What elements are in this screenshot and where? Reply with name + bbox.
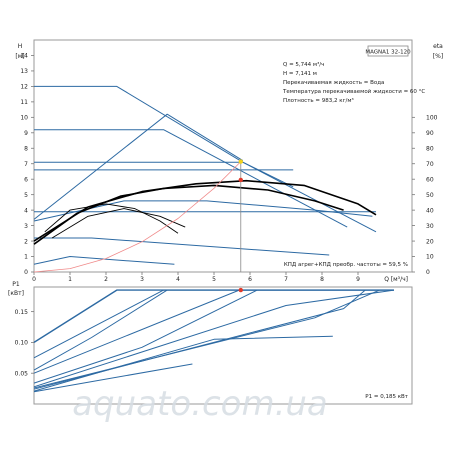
y2-tick-label: 50 [426, 192, 434, 199]
head-curve-8 [33, 256, 175, 265]
y2-tick-label: 10 [426, 254, 434, 261]
y-tick-label: 1 [24, 254, 28, 261]
power-curve-8 [33, 335, 333, 392]
power-curve-5 [33, 289, 380, 389]
duty-point-marker-2 [238, 177, 243, 183]
y-axis-label-h: H [18, 43, 23, 50]
power-note: P1 = 0,185 кВт [365, 394, 409, 400]
x-tick-label: 4 [176, 276, 180, 283]
y2-tick-label: 20 [426, 238, 434, 245]
head-curve-6 [33, 113, 244, 220]
y2-axis-unit-percent: [%] [433, 53, 443, 60]
y-tick-label: 13 [20, 68, 28, 75]
x-tick-label: 7 [284, 276, 288, 283]
mark-layer [238, 159, 243, 293]
info-line-2: H = 7,141 м [283, 71, 317, 77]
power-y-tick-label: 0.05 [15, 370, 29, 377]
y2-tick-label: 80 [426, 145, 434, 152]
y-tick-label: 7 [24, 161, 28, 168]
power-duty-marker-1 [238, 287, 243, 293]
x-axis-label: Q [м³/ч] [384, 276, 408, 283]
curve-layer [33, 85, 395, 393]
y-tick-label: 10 [20, 115, 28, 122]
y2-tick-label: 40 [426, 207, 434, 214]
y-tick-label: 0 [24, 269, 28, 276]
x-tick-label: 3 [140, 276, 144, 283]
y2-tick-label: 100 [426, 115, 438, 122]
x-tick-label: 2 [104, 276, 108, 283]
head-curve-9 [33, 200, 373, 222]
system-curve-14 [33, 161, 242, 273]
efficiency-curve-13 [51, 208, 186, 239]
plot-frames [31, 39, 415, 405]
text-layer: H[м]eta[%]012345678910111213140102030405… [8, 43, 443, 424]
power-curve-9 [33, 363, 193, 393]
power-curve-10 [33, 289, 168, 371]
efficiency-curve-12 [44, 203, 179, 234]
power-axis-unit: [кВт] [8, 290, 24, 297]
y2-tick-label: 0 [426, 269, 430, 276]
x-tick-label: 1 [68, 276, 72, 283]
info-line-5: Плотность = 983,2 кг/м³ [283, 97, 354, 104]
y-tick-label: 12 [20, 84, 28, 91]
info-line-1: Q = 5,744 м³/ч [283, 61, 324, 68]
y2-axis-label-eta: eta [433, 43, 443, 50]
head-curve-3 [34, 161, 294, 188]
y2-tick-label: 70 [426, 161, 434, 168]
y-tick-label: 8 [24, 145, 28, 152]
head-plot-frame [33, 39, 413, 273]
x-tick-label: 5 [212, 276, 216, 283]
y2-tick-label: 30 [426, 223, 434, 230]
y-tick-label: 6 [24, 176, 28, 183]
y-tick-label: 2 [24, 238, 28, 245]
y-tick-label: 5 [24, 192, 28, 199]
power-curve-4 [33, 289, 395, 388]
power-curve-7 [33, 289, 258, 384]
y2-tick-label: 90 [426, 130, 434, 137]
y-tick-label: 4 [24, 207, 28, 214]
y-tick-label: 3 [24, 223, 28, 230]
y2-tick-label: 60 [426, 176, 434, 183]
info-line-4: Температура перекачиваемой жидкости = 60… [282, 88, 425, 95]
x-tick-label: 8 [320, 276, 324, 283]
y-axis-unit-m: [м] [15, 53, 24, 60]
power-y-tick-label: 0.15 [15, 309, 29, 316]
y-tick-label: 14 [20, 53, 28, 60]
head-curve-7 [34, 237, 330, 256]
power-y-tick-label: 0.10 [15, 340, 29, 347]
duty-point-marker-1 [238, 159, 243, 164]
model-label: MAGNA1 32-120 [365, 50, 411, 56]
info-line-3: Перекачиваемая жидкость = Вода [283, 80, 384, 86]
model-label-box [367, 45, 409, 57]
power-axis-label: P1 [12, 281, 20, 288]
y-tick-label: 11 [20, 99, 28, 106]
power-curve-3 [33, 289, 394, 374]
x-tick-label: 9 [356, 276, 360, 283]
power-plot-frame [33, 286, 413, 405]
y-tick-label: 9 [24, 130, 28, 137]
x-tick-label: 0 [32, 276, 36, 283]
efficiency-curve-10 [33, 179, 377, 242]
power-curve-6 [33, 289, 366, 390]
watermark-text: aquato.com.ua [72, 384, 328, 424]
efficiency-note: КПД агрег+КПД преобр. частоты = 59,5 % [284, 262, 408, 268]
x-tick-label: 6 [248, 276, 252, 283]
efficiency-curve-11 [33, 184, 344, 245]
head-curve-1 [34, 85, 377, 233]
